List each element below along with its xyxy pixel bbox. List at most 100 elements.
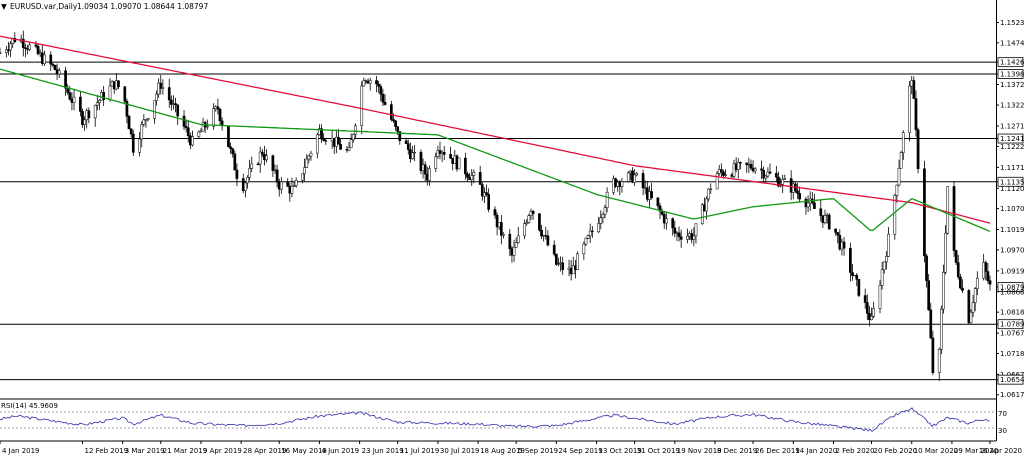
candle-body bbox=[364, 80, 368, 82]
candle-body bbox=[320, 128, 323, 140]
candle-body bbox=[184, 126, 188, 129]
price-tick-label: 1.11710 bbox=[1000, 164, 1024, 172]
price-level-box bbox=[997, 282, 1024, 292]
candle-body bbox=[806, 202, 810, 208]
candle-body bbox=[599, 217, 603, 224]
candle-body bbox=[381, 93, 385, 103]
price-tick-label: 1.10195 bbox=[1000, 226, 1024, 234]
candle-body bbox=[294, 180, 298, 186]
candle-body bbox=[265, 155, 268, 161]
candle-body bbox=[4, 49, 8, 54]
rsi-level-30-label: 30 bbox=[998, 427, 1007, 435]
price-level-box bbox=[997, 69, 1024, 79]
candle-body bbox=[53, 65, 57, 71]
candle-body bbox=[798, 193, 801, 200]
candle-body bbox=[307, 155, 311, 160]
date-tick-label: 5 Sep 2019 bbox=[518, 447, 558, 455]
symbol-label: EURUSD.var,Daily bbox=[10, 2, 78, 11]
candle-body bbox=[216, 106, 220, 110]
candle-body bbox=[961, 287, 964, 291]
candle-body bbox=[605, 191, 609, 208]
candle-body bbox=[582, 243, 586, 255]
candle-body bbox=[523, 223, 526, 237]
candle-body bbox=[777, 176, 780, 187]
candle-body bbox=[140, 124, 144, 140]
candle-body bbox=[199, 130, 203, 133]
candle-body bbox=[191, 136, 194, 146]
candle-body bbox=[322, 138, 326, 141]
candle-body bbox=[658, 205, 662, 212]
price-tick-label: 1.06542 bbox=[1000, 376, 1024, 384]
candle-body bbox=[123, 86, 127, 102]
candle-body bbox=[127, 115, 131, 130]
candle-body bbox=[28, 44, 31, 50]
candle-body bbox=[514, 242, 518, 248]
date-tick-label: 16 May 2019 bbox=[281, 447, 327, 455]
candle-body bbox=[229, 146, 232, 149]
price-tick-label: 1.14740 bbox=[1000, 39, 1024, 47]
price-level-box bbox=[997, 57, 1024, 68]
price-axis[interactable]: 1.15235 1.14740 1.14269 1.13980 1.13725 1.132… bbox=[996, 19, 1024, 399]
support-resistance-lines[interactable] bbox=[0, 61, 996, 381]
price-tick-label: 1.08797 bbox=[1000, 284, 1024, 292]
candle-body bbox=[552, 244, 556, 255]
date-tick-label: 3 Mar 2019 bbox=[125, 447, 165, 455]
candle-body bbox=[218, 108, 222, 122]
candle-body bbox=[339, 144, 342, 150]
candle-body bbox=[125, 101, 129, 117]
candle-body bbox=[586, 235, 590, 239]
date-tick-label: 13 Oct 2019 bbox=[599, 447, 642, 455]
candle-body bbox=[354, 125, 357, 135]
candle-body bbox=[664, 218, 668, 224]
candle-body bbox=[258, 151, 262, 165]
candle-body bbox=[383, 101, 387, 105]
candle-body bbox=[167, 87, 171, 101]
price-tick-label: 1.09700 bbox=[1000, 246, 1024, 254]
candle-body bbox=[398, 131, 402, 141]
price-tick-label: 1.11358 bbox=[1000, 178, 1024, 186]
candle-body bbox=[694, 223, 698, 237]
candle-body bbox=[309, 152, 313, 157]
candle-body bbox=[161, 87, 165, 89]
candle-body bbox=[679, 236, 683, 240]
candle-body bbox=[863, 295, 867, 303]
candle-body bbox=[724, 174, 727, 176]
candle-body bbox=[872, 308, 876, 317]
candle-body bbox=[235, 169, 239, 179]
candle-body bbox=[449, 154, 452, 159]
candle-body bbox=[368, 80, 372, 84]
fast-moving-average-line bbox=[0, 68, 991, 233]
candle-body bbox=[897, 168, 901, 186]
candle-body bbox=[57, 70, 61, 75]
candle-body bbox=[766, 171, 770, 177]
candle-body bbox=[525, 222, 529, 224]
date-tick-label: 8 Dec 2019 bbox=[717, 447, 757, 455]
candle-body bbox=[707, 188, 711, 200]
candle-body bbox=[394, 120, 397, 127]
candle-body bbox=[887, 234, 890, 257]
candle-body bbox=[246, 177, 249, 184]
candle-body bbox=[93, 104, 97, 119]
candle-body bbox=[423, 164, 427, 175]
candle-body bbox=[641, 173, 645, 189]
candle-body bbox=[895, 184, 899, 196]
candle-body bbox=[279, 181, 283, 190]
candle-body bbox=[212, 108, 216, 127]
collapse-icon[interactable]: ▼ bbox=[1, 2, 7, 11]
candle-body bbox=[692, 235, 696, 240]
candle-body bbox=[182, 115, 186, 127]
candle-body bbox=[248, 168, 251, 178]
price-tick-label: 1.08680 bbox=[1000, 288, 1024, 296]
date-tick-label: 21 Mar 2019 bbox=[163, 447, 207, 455]
candle-body bbox=[561, 262, 565, 270]
candle-body bbox=[781, 178, 785, 185]
candle-body bbox=[753, 168, 757, 172]
price-tick-label: 1.13225 bbox=[1000, 102, 1024, 110]
candle-body bbox=[389, 104, 393, 120]
candle-body bbox=[925, 255, 928, 281]
candle-body bbox=[131, 133, 135, 153]
candle-body bbox=[512, 247, 516, 256]
candle-body bbox=[819, 208, 823, 216]
